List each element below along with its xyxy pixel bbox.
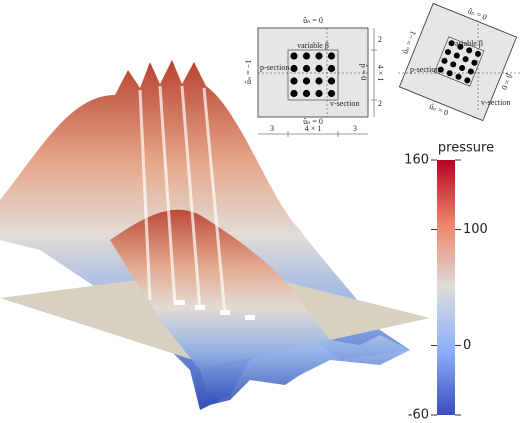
cylinder [328, 65, 335, 72]
cylinder [328, 90, 335, 97]
label: ûₙ = −1 [244, 60, 253, 84]
label: p-section [260, 63, 289, 72]
label: p̂ = 0 [359, 64, 368, 81]
cylinder [303, 52, 310, 59]
label: v-section [330, 99, 359, 108]
colorbar-gradient [437, 160, 455, 415]
diagram-rotated: ûₙ = 0 ûₙ = 0 ûₙ = −1 p̂ = 0 variable β … [384, 0, 528, 135]
dimension: 2 [378, 99, 382, 108]
dimension: 3 [270, 124, 274, 133]
diagram-straight: ûₙ = 0 ûₙ = 0 ûₙ = −1 p̂ = 0 variable β … [244, 16, 385, 137]
tick-label: 100 [463, 222, 488, 237]
label: variable β [451, 39, 483, 48]
cylinder [315, 90, 322, 97]
label: v-section [481, 98, 510, 107]
cylinder [328, 52, 335, 59]
cylinder [303, 90, 310, 97]
cylinder [290, 65, 297, 72]
cylinder [328, 77, 335, 84]
cylinder [290, 77, 297, 84]
label: variable β [297, 41, 329, 50]
cylinder [315, 77, 322, 84]
dimension: 4 × 1 [305, 124, 322, 133]
tick-label: 0 [463, 338, 471, 353]
label: ûₙ = 0 [303, 16, 323, 25]
tick-label: -60 [408, 408, 429, 423]
cylinder [303, 65, 310, 72]
dimension: 2 [378, 35, 382, 44]
cylinder [303, 77, 310, 84]
dimension: 4 × 1 [376, 65, 385, 82]
colorbar: pressure 160 100 0 -60 [404, 141, 494, 423]
label: p-section [410, 65, 439, 74]
label: p̂ = 0 [500, 72, 515, 91]
dimension: 3 [353, 124, 357, 133]
figure: ûₙ = 0 ûₙ = 0 ûₙ = −1 p̂ = 0 variable β … [0, 0, 528, 423]
cylinder [290, 52, 297, 59]
cylinder [315, 65, 322, 72]
colorbar-title: pressure [438, 141, 494, 156]
cylinder [290, 90, 297, 97]
tick-label: 160 [404, 153, 429, 168]
cylinder [315, 52, 322, 59]
